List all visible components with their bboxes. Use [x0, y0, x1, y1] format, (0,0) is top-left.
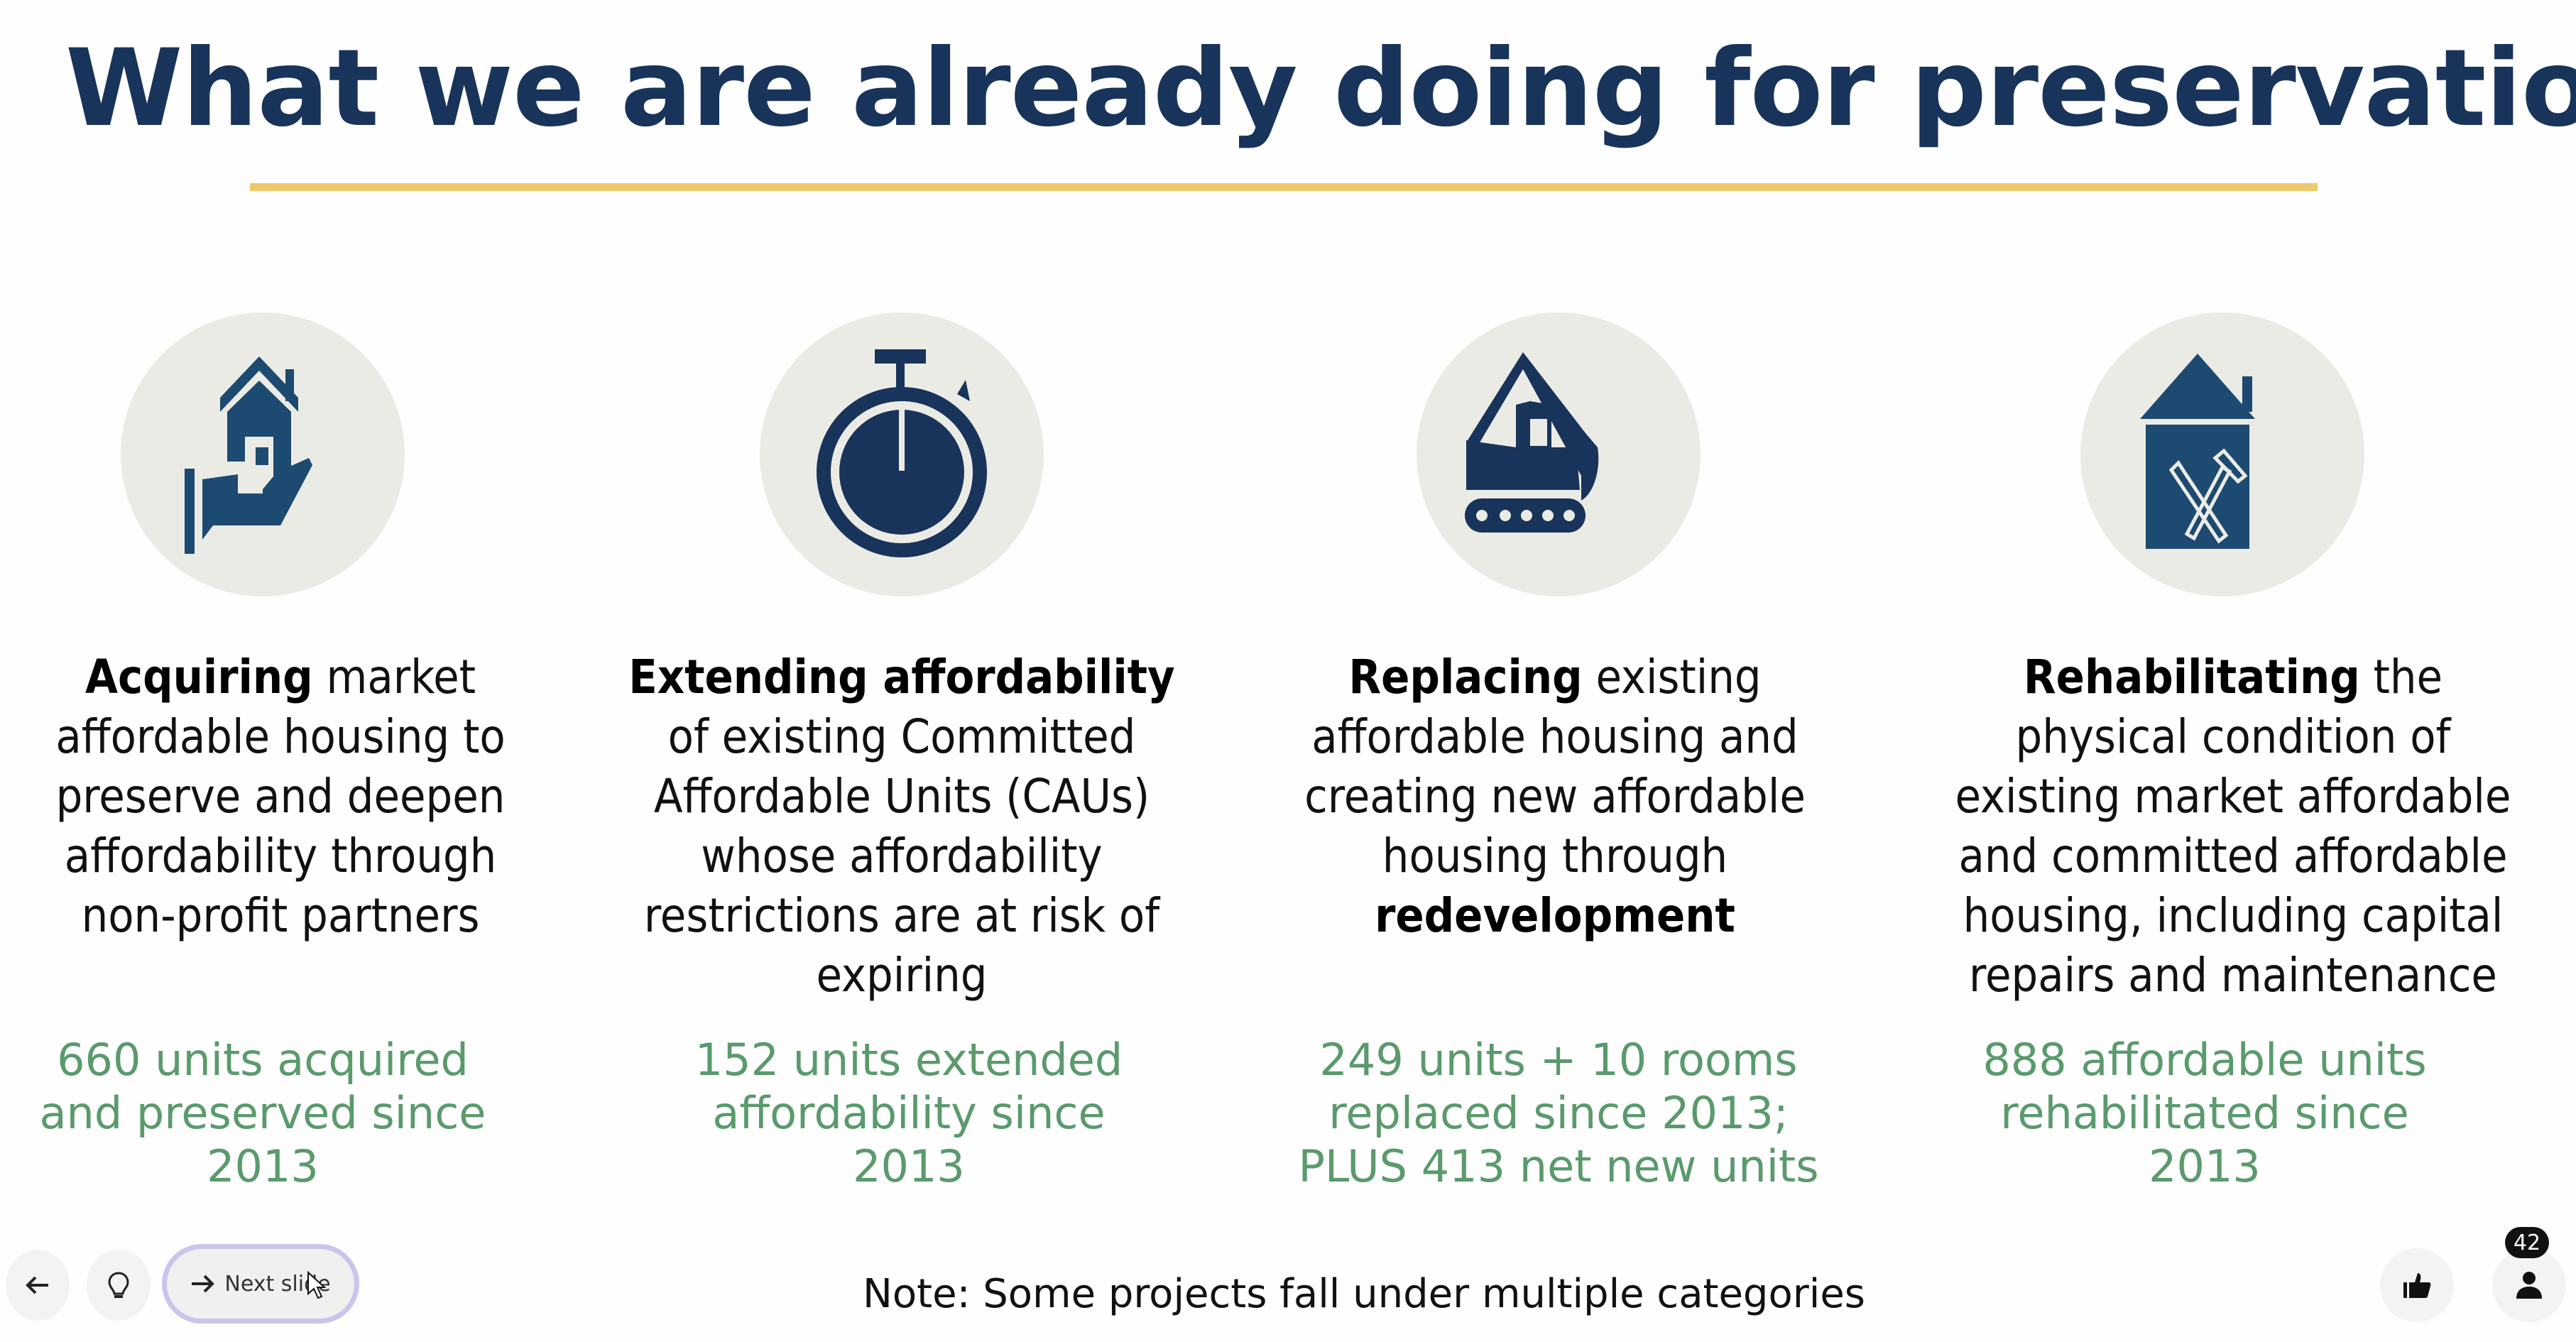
- lead-text: of existing Committed Affordable Units (…: [643, 709, 1160, 1003]
- column-extending: Extending affordability of existing Comm…: [596, 312, 1207, 1005]
- participants-button[interactable]: [2492, 1248, 2566, 1322]
- column-rehabilitating: Rehabilitating the physical condition of…: [1917, 312, 2528, 1005]
- stat-extending: 152 units extended affordability since 2…: [694, 1034, 1123, 1192]
- lead-text: market affordable housing to preserve an…: [55, 650, 506, 943]
- participants-count-badge: 42: [2505, 1227, 2549, 1258]
- house-tools-icon: [2140, 354, 2255, 549]
- icon-circle-extending: [760, 312, 1044, 596]
- arrow-left-icon: [26, 1276, 48, 1294]
- stopwatch-icon: [817, 349, 987, 557]
- excavator-icon: [1465, 352, 1599, 533]
- mouse-cursor-icon: [307, 1271, 327, 1299]
- lightbulb-icon: [108, 1272, 129, 1298]
- icon-circle-replacing: [1417, 312, 1701, 596]
- lead-bold: Rehabilitating: [2023, 650, 2360, 704]
- lead-bold: Acquiring: [84, 650, 313, 704]
- footnote: Note: Some projects fall under multiple …: [863, 1271, 1865, 1317]
- person-icon: [2516, 1272, 2542, 1299]
- stat-rehabilitating: 888 affordable units rehabilitated since…: [1982, 1034, 2427, 1192]
- icon-circle-acquiring: [121, 312, 405, 596]
- description-extending: Extending affordability of existing Comm…: [596, 648, 1207, 1005]
- next-slide-button[interactable]: Next slide: [162, 1244, 359, 1324]
- title-underline: [250, 183, 2318, 191]
- arrow-right-icon: [192, 1275, 215, 1293]
- lead-text: existing affordable housing and creating…: [1304, 650, 1806, 883]
- lead-text: the physical condition of existing marke…: [1955, 650, 2511, 1003]
- thumbs-up-icon: [2403, 1273, 2431, 1298]
- stat-line: PLUS 413 net new units: [1298, 1140, 1819, 1192]
- description-acquiring: Acquiring market affordable housing to p…: [0, 648, 554, 946]
- hand-holding-house-icon: [185, 356, 312, 554]
- stat-line: 249 units + 10 rooms: [1319, 1034, 1798, 1086]
- description-rehabilitating: Rehabilitating the physical condition of…: [1917, 648, 2528, 1005]
- icon-circle-rehabilitating: [2080, 312, 2364, 596]
- tail-bold: redevelopment: [1375, 888, 1735, 943]
- back-button[interactable]: [6, 1250, 70, 1321]
- stat-line: replaced since 2013;: [1328, 1087, 1789, 1139]
- stat-acquiring: 660 units acquired and preserved since 2…: [39, 1034, 486, 1192]
- lead-bold: Extending affordability: [628, 650, 1175, 704]
- slide-title: What we are already doing for preservati…: [65, 27, 2576, 151]
- stat-replacing: 249 units + 10 rooms replaced since 2013…: [1253, 1033, 1864, 1193]
- description-replacing: Replacing existing affordable housing an…: [1250, 648, 1860, 946]
- lead-bold: Replacing: [1348, 650, 1583, 704]
- like-button[interactable]: [2380, 1248, 2454, 1322]
- column-acquiring: Acquiring market affordable housing to p…: [0, 312, 554, 946]
- column-replacing: Replacing existing affordable housing an…: [1250, 312, 1860, 946]
- hint-button[interactable]: [87, 1250, 151, 1321]
